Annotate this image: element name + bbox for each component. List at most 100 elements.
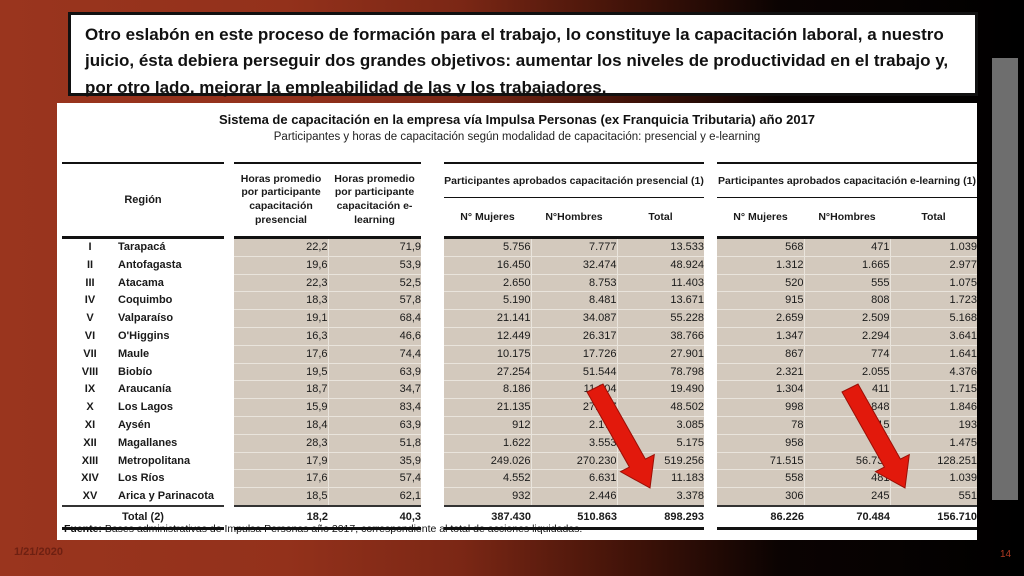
presencial-hombres-value: 26.317: [530, 327, 617, 346]
column-gap: [224, 398, 234, 417]
hours-presencial-value: 19,6: [234, 256, 328, 275]
region-name: Maule: [118, 347, 150, 360]
table-card: Sistema de capacitación en la empresa ví…: [57, 103, 977, 540]
side-panel: [992, 58, 1018, 500]
column-gap: [224, 469, 234, 488]
region-number: X: [86, 401, 94, 414]
presencial-hombres-value: 270.230: [530, 452, 617, 471]
elearning-total-value: 1.641: [889, 345, 977, 364]
column-gap: [421, 487, 444, 506]
elearning-hombres-value: 2.509: [803, 309, 890, 328]
presencial-hombres-value: 8.481: [530, 291, 617, 311]
presencial-hombres-value: 32.474: [530, 256, 617, 275]
column-gap: [704, 363, 717, 381]
date-stamp: 1/21/2020: [14, 546, 63, 558]
presencial-mujeres-value: 5.756: [444, 237, 531, 257]
region-number: II: [86, 258, 94, 271]
total-hours-presencial: 18,2: [234, 504, 328, 530]
region-name: Araucanía: [118, 383, 172, 396]
column-gap: [704, 163, 717, 238]
elearning-total-value: 1.715: [889, 380, 977, 400]
presencial-mujeres-value: 4.552: [444, 469, 531, 489]
elearning-hombres-value: 774: [803, 345, 890, 364]
total-presencial-total: 898.293: [617, 504, 704, 530]
column-gap: [224, 363, 234, 381]
column-gap: [224, 380, 234, 399]
column-gap: [704, 398, 717, 417]
presencial-mujeres-value: 912: [444, 416, 531, 435]
elearning-hombres-value: 2.055: [803, 363, 890, 382]
hours-elearning-value: 83,4: [327, 398, 421, 417]
presencial-hombres-value: 27.367: [530, 398, 617, 417]
header-group-presencial: Participantes aprobados capacitación pre…: [444, 162, 704, 198]
elearning-mujeres-value: 78: [717, 416, 804, 435]
presencial-mujeres-value: 2.650: [444, 274, 531, 293]
elearning-hombres-value: 115: [803, 416, 890, 435]
hours-presencial-value: 15,9: [234, 398, 328, 417]
presencial-mujeres-value: 27.254: [444, 363, 531, 382]
data-table: Región Horas promedio por participante c…: [62, 162, 977, 530]
total-presencial-mujeres: 387.430: [444, 504, 531, 530]
table-body: I Tarapacá 22,2 71,9 5.756 7.777 13.533 …: [62, 237, 977, 507]
hours-elearning-value: 62,1: [327, 487, 421, 507]
column-gap: [704, 274, 717, 292]
presencial-total-value: 55.228: [616, 309, 704, 328]
region-name: Antofagasta: [118, 258, 182, 271]
column-gap: [421, 256, 444, 275]
presencial-mujeres-value: 1.622: [444, 434, 531, 453]
column-gap: [421, 380, 444, 399]
presencial-hombres-value: 17.726: [530, 345, 617, 364]
region-number: III: [85, 276, 95, 289]
column-gap: [704, 256, 717, 275]
table-row: V Valparaíso 19,1 68,4 21.141 34.087 55.…: [62, 309, 977, 328]
elearning-hombres-value: 471: [803, 237, 890, 257]
presencial-hombres-value: 2.173: [530, 416, 617, 435]
column-gap: [224, 237, 234, 257]
presencial-mujeres-value: 10.175: [444, 345, 531, 364]
table-row: XV Arica y Parinacota 18,5 62,1 932 2.44…: [62, 487, 977, 507]
elearning-mujeres-value: 1.347: [717, 327, 804, 346]
region-name: Valparaíso: [118, 312, 174, 325]
hours-presencial-value: 18,4: [234, 416, 328, 435]
region-number: XI: [84, 418, 96, 431]
column-gap: [704, 487, 717, 506]
presencial-total-value: 11.183: [616, 469, 704, 489]
elearning-hombres-value: 481: [803, 469, 890, 489]
hours-elearning-value: 68,4: [327, 309, 421, 328]
header-presencial-hombres: N°Hombres: [531, 197, 617, 239]
elearning-hombres-value: 1.665: [803, 256, 890, 275]
hours-elearning-value: 52,5: [327, 274, 421, 293]
elearning-mujeres-value: 1.304: [717, 380, 804, 400]
region-name: Los Lagos: [118, 401, 174, 414]
table-row: VIII Biobío 19,5 63,9 27.254 51.544 78.7…: [62, 363, 977, 382]
presencial-hombres-value: 8.753: [530, 274, 617, 293]
elearning-total-value: 193: [889, 416, 977, 435]
column-gap: [421, 274, 444, 292]
column-gap: [704, 434, 717, 453]
elearning-total-value: 5.168: [889, 309, 977, 328]
column-gap: [421, 398, 444, 417]
region-number: XIII: [81, 454, 99, 467]
presencial-total-value: 27.901: [616, 345, 704, 364]
total-elearning-hombres: 70.484: [804, 504, 890, 530]
column-gap: [224, 327, 234, 346]
column-gap: [421, 363, 444, 381]
region-number: XV: [82, 489, 98, 502]
region-number: VIII: [81, 365, 99, 378]
elearning-hombres-value: 848: [803, 398, 890, 417]
column-gap: [224, 274, 234, 292]
presencial-total-value: 48.924: [616, 256, 704, 275]
hours-elearning-value: 71,9: [327, 237, 421, 257]
column-gap: [704, 291, 717, 310]
hours-elearning-value: 63,9: [327, 416, 421, 435]
column-gap: [224, 416, 234, 435]
column-gap: [224, 163, 234, 238]
header-elearning-hombres: N°Hombres: [804, 197, 890, 239]
elearning-hombres-value: 517: [803, 434, 890, 453]
column-gap: [421, 291, 444, 310]
column-gap: [224, 434, 234, 453]
elearning-mujeres-value: 306: [717, 487, 804, 507]
column-gap: [704, 237, 717, 257]
header-region: Región: [62, 162, 224, 239]
